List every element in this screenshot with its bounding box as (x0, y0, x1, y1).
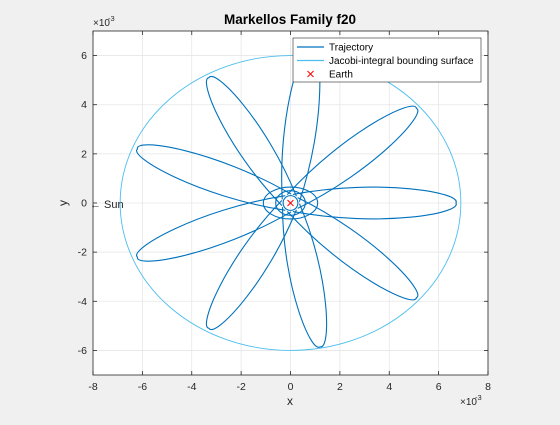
trajectory-lobe (286, 105, 419, 209)
x-tick-label: -6 (138, 381, 147, 393)
trajectory-inner-loop (262, 186, 319, 220)
trajectory-lobe (281, 203, 328, 348)
sun-annotation: ← Sun (90, 199, 124, 211)
y-tick-label: 2 (81, 148, 87, 160)
earth-marker-stroke (287, 199, 294, 207)
x-tick-label: 8 (485, 381, 491, 393)
y-tick-label: 4 (81, 99, 87, 111)
y-exponent-base: ×10 (93, 18, 110, 29)
x-tick-label: -8 (88, 381, 97, 393)
legend-label-bounding-surface: Jacobi-integral bounding surface (329, 56, 474, 67)
trajectory-inner-loop (282, 195, 299, 211)
bounding-surface-curve (119, 55, 462, 351)
y-tick-label: 6 (81, 50, 87, 62)
legend-marker-stroke (307, 70, 314, 78)
x-tick-label: 4 (386, 381, 392, 393)
legend-label-earth: Earth (329, 70, 353, 81)
x-tick-label: -2 (236, 381, 245, 393)
trajectory-lobe (205, 75, 297, 206)
trajectory-inner-loop (275, 190, 306, 216)
x-tick-label: 2 (337, 381, 343, 393)
legend-box (292, 37, 482, 83)
trajectory-lobe (286, 197, 419, 301)
y-exponent-power: -3 (108, 14, 115, 23)
trajectory-lobe (292, 186, 457, 220)
trajectory-lobe (136, 195, 292, 262)
legend-label-trajectory: Trajectory (329, 43, 373, 54)
x-tick-label: 0 (288, 381, 294, 393)
x-tick-label: 6 (436, 381, 442, 393)
y-tick-label: -4 (78, 296, 87, 308)
trajectory-lobe (136, 144, 292, 211)
y-tick-label: 0 (81, 198, 87, 210)
x-axis-label: x (287, 394, 293, 408)
x-exponent-base: ×10 (460, 397, 477, 408)
x-exponent-power: -3 (475, 393, 482, 402)
x-exponent: ×10 -3 (460, 393, 482, 408)
x-tick-label: -4 (187, 381, 196, 393)
tick-layer: -8 -6 -4 -2 0 2 4 6 8 -6 -4 -2 0 2 4 6 (78, 31, 491, 393)
y-tick-label: -6 (78, 345, 87, 357)
y-exponent: ×10 -3 (93, 14, 115, 29)
legend: Trajectory Jacobi-integral bounding surf… (292, 37, 482, 83)
y-tick-label: -2 (78, 247, 87, 259)
legend-marker-earth (307, 70, 314, 78)
trajectory-lobe (205, 200, 297, 331)
chart-title: Markellos Family f20 (224, 12, 356, 27)
y-axis-label: y (56, 200, 70, 206)
